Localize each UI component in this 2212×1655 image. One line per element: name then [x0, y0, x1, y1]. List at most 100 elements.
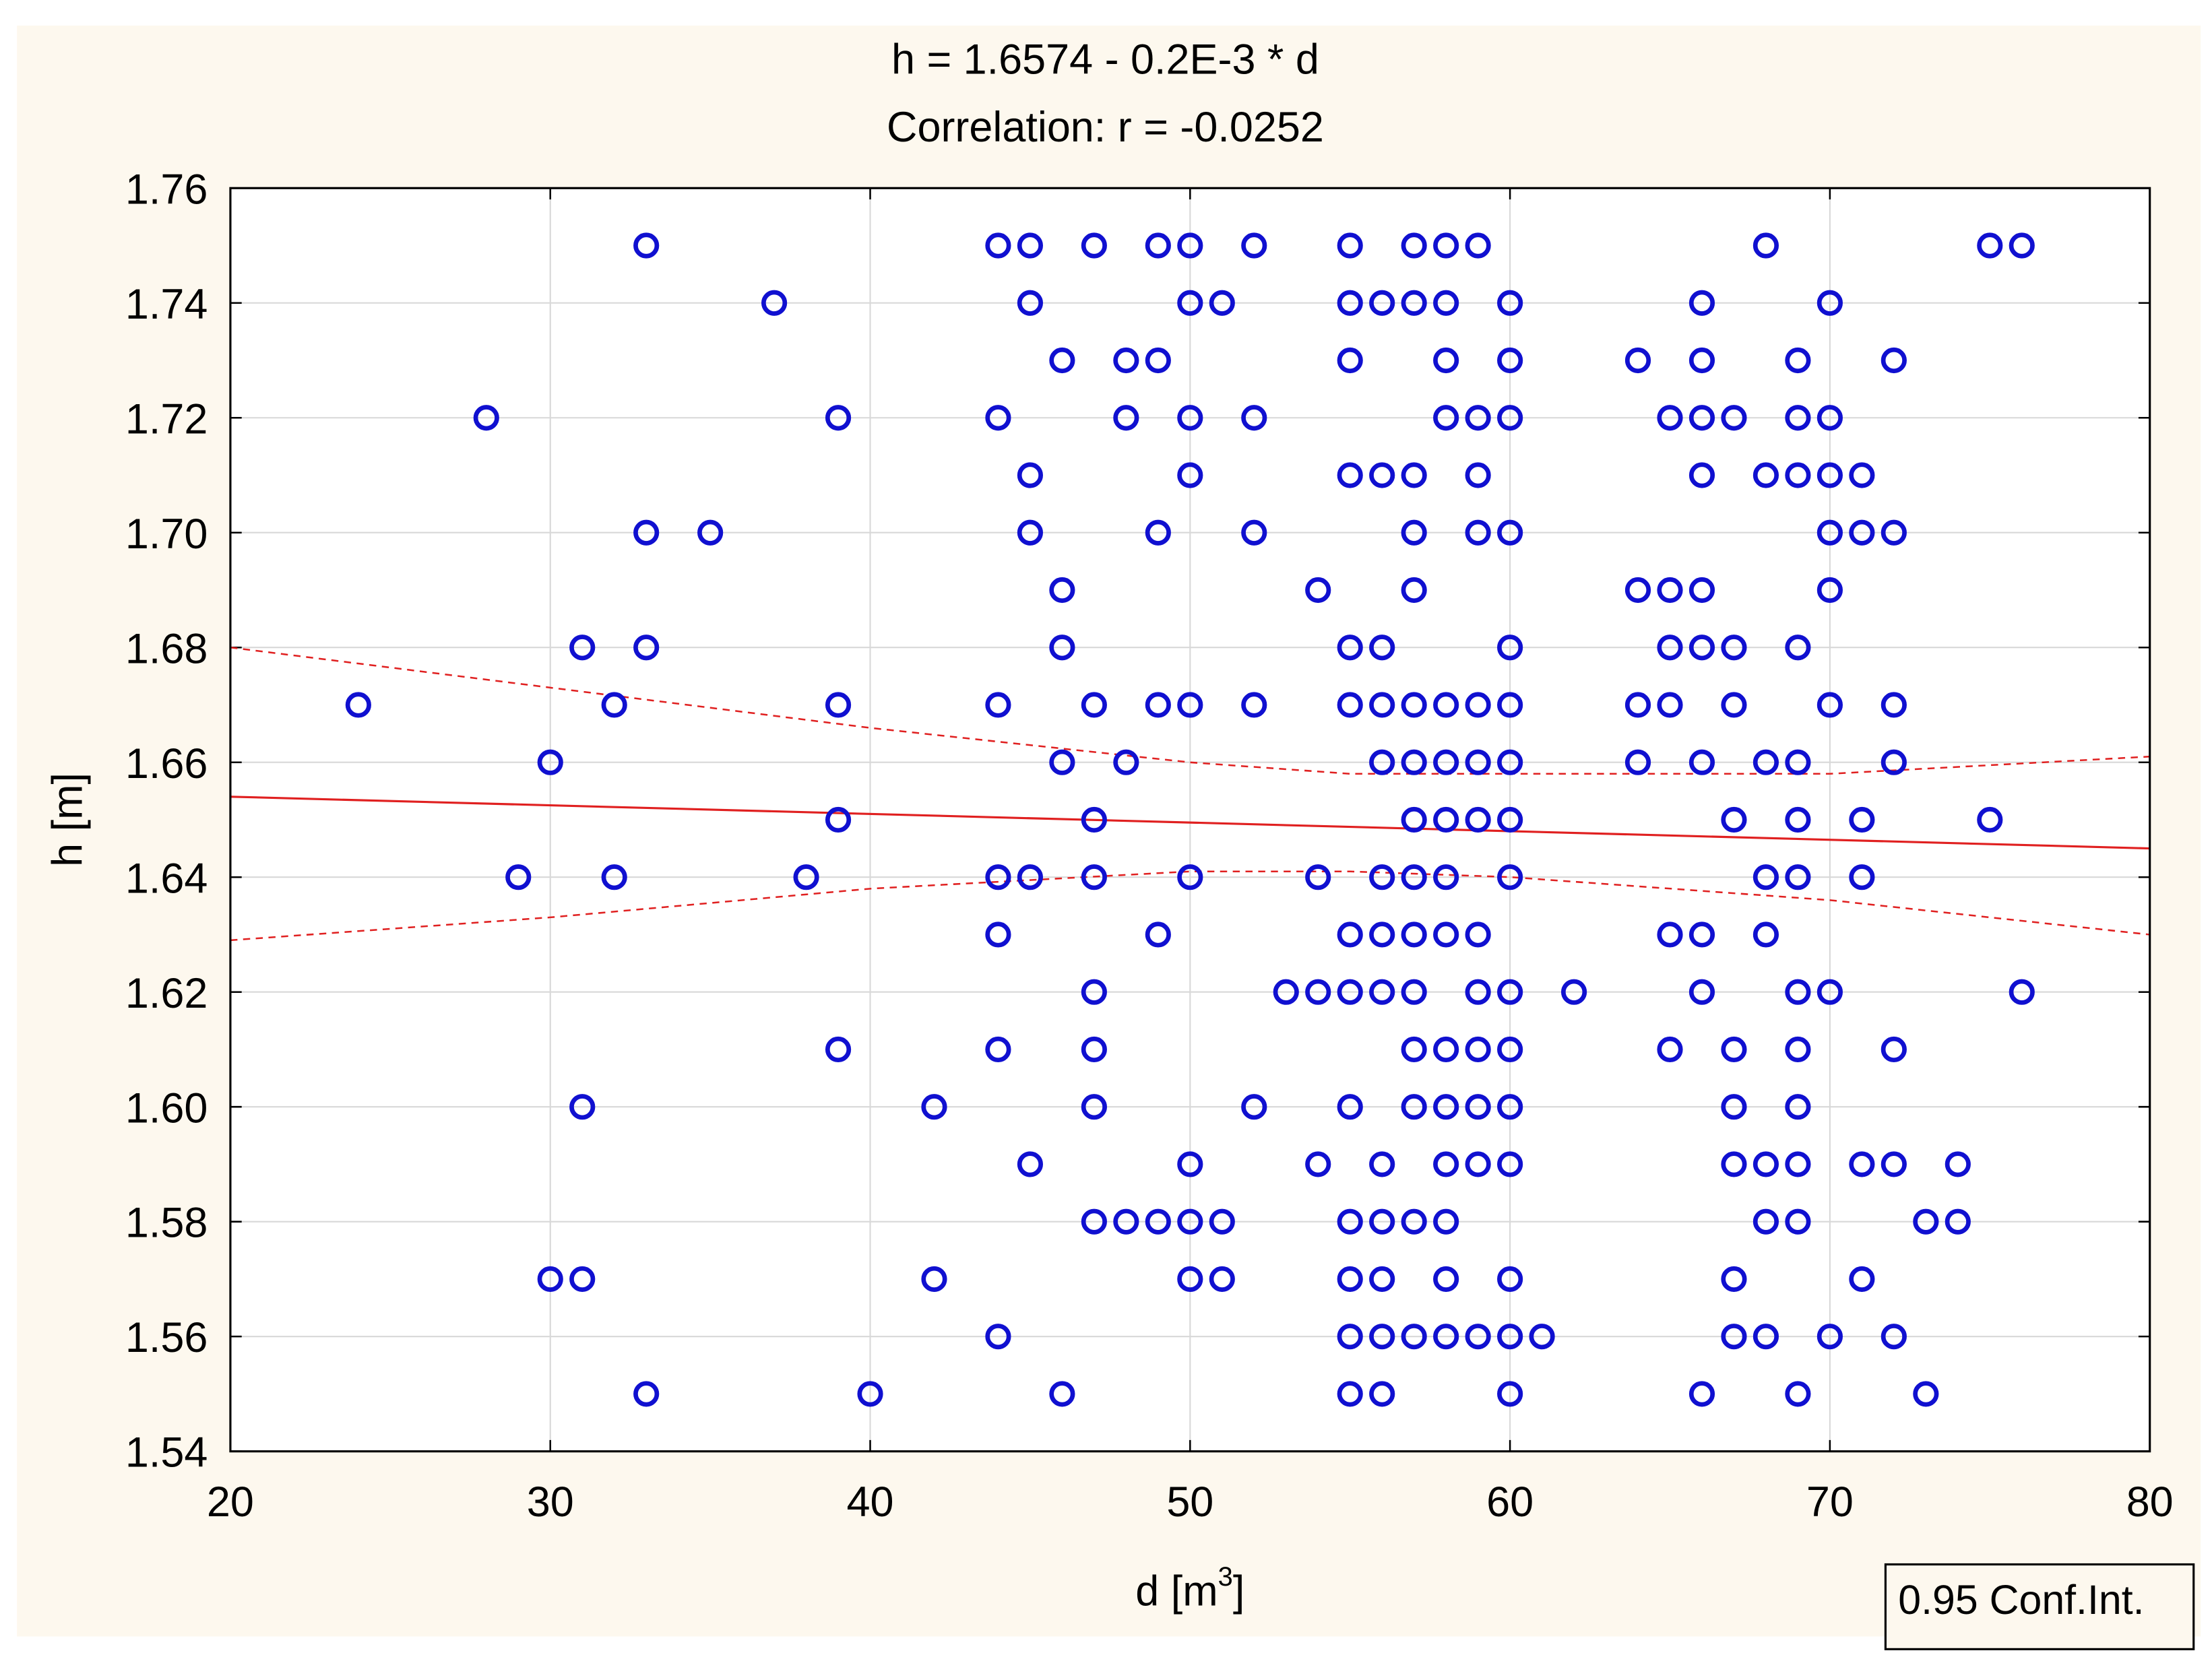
data-point — [793, 864, 819, 890]
y-tick-label: 1.72 — [125, 395, 208, 443]
data-point — [1785, 979, 1811, 1005]
data-point — [1369, 1266, 1395, 1293]
data-point — [1433, 1094, 1459, 1120]
data-point — [1752, 462, 1779, 488]
data-point — [1145, 692, 1171, 718]
data-point — [1785, 1208, 1811, 1235]
data-point — [1945, 1208, 1971, 1235]
data-point — [1497, 290, 1523, 316]
data-point — [473, 405, 499, 431]
data-point — [1401, 519, 1427, 546]
data-point — [697, 519, 724, 546]
data-point — [1401, 921, 1427, 948]
data-point — [1721, 692, 1747, 718]
plot-frame — [229, 187, 2151, 1453]
data-point — [1816, 979, 1843, 1005]
data-point — [1433, 1151, 1459, 1177]
data-point — [1337, 1208, 1363, 1235]
data-point — [1401, 806, 1427, 833]
data-point — [1465, 462, 1491, 488]
data-point — [1369, 1151, 1395, 1177]
data-point — [1177, 290, 1203, 316]
data-point — [1145, 1208, 1171, 1235]
data-point — [1337, 290, 1363, 316]
data-point — [1177, 692, 1203, 718]
data-point — [1560, 979, 1587, 1005]
x-tick-label: 60 — [1486, 1479, 1534, 1526]
data-point — [1049, 347, 1075, 374]
data-point — [1816, 577, 1843, 604]
data-point — [1721, 1324, 1747, 1350]
data-point — [1497, 1266, 1523, 1293]
data-point — [1721, 405, 1747, 431]
data-point — [1401, 232, 1427, 259]
data-point — [633, 1381, 660, 1407]
data-point — [1145, 347, 1171, 374]
data-point — [1785, 864, 1811, 890]
data-point — [1433, 1208, 1459, 1235]
data-point — [1209, 290, 1235, 316]
x-axis-label-end: ] — [1233, 1567, 1244, 1615]
data-point — [1241, 519, 1267, 546]
data-point — [2009, 232, 2035, 259]
data-point — [1177, 232, 1203, 259]
data-point — [1241, 1094, 1267, 1120]
data-point — [1881, 347, 1907, 374]
data-point — [1688, 921, 1715, 948]
data-point — [1688, 577, 1715, 604]
y-axis-label: h [m] — [44, 773, 92, 867]
data-point — [1816, 519, 1843, 546]
data-point — [1497, 1036, 1523, 1063]
data-point — [1401, 462, 1427, 488]
data-point — [1752, 921, 1779, 948]
data-point — [1401, 979, 1427, 1005]
data-point — [1785, 1094, 1811, 1120]
data-point — [1369, 290, 1395, 316]
data-point — [1177, 462, 1203, 488]
data-point — [1849, 1151, 1875, 1177]
data-point — [1497, 1094, 1523, 1120]
data-point — [1337, 1381, 1363, 1407]
data-point — [1497, 347, 1523, 374]
data-point — [1049, 749, 1075, 775]
fit-lines — [230, 646, 2150, 942]
chart-subtitle: Correlation: r = -0.0252 — [887, 104, 1324, 151]
x-tick-label: 40 — [847, 1479, 894, 1526]
data-point — [1785, 347, 1811, 374]
data-point — [537, 1266, 563, 1293]
data-point — [1369, 462, 1395, 488]
data-point — [1849, 806, 1875, 833]
data-point — [1049, 635, 1075, 661]
data-point — [1688, 462, 1715, 488]
data-point — [1816, 405, 1843, 431]
data-point — [1241, 232, 1267, 259]
data-point — [1688, 1381, 1715, 1407]
data-point — [1657, 1036, 1683, 1063]
data-point — [1785, 1151, 1811, 1177]
data-point — [985, 232, 1011, 259]
data-point — [1433, 347, 1459, 374]
data-point — [1017, 462, 1044, 488]
data-point — [1977, 806, 2003, 833]
ci-upper-line — [230, 646, 2150, 775]
data-point — [1209, 1266, 1235, 1293]
data-point — [1881, 519, 1907, 546]
data-point — [1337, 347, 1363, 374]
x-tick-label: 50 — [1166, 1479, 1213, 1526]
data-point — [1497, 692, 1523, 718]
data-point — [2009, 979, 2035, 1005]
data-point — [1081, 1036, 1107, 1063]
data-point — [1785, 806, 1811, 833]
data-point — [1497, 405, 1523, 431]
data-point — [1849, 1266, 1875, 1293]
data-point — [1049, 577, 1075, 604]
data-point — [1369, 1381, 1395, 1407]
data-point — [1913, 1381, 1939, 1407]
data-point — [1688, 635, 1715, 661]
y-tick-label: 1.68 — [125, 625, 208, 672]
data-point — [569, 1266, 596, 1293]
y-tick-label: 1.70 — [125, 511, 208, 558]
data-point — [1017, 864, 1044, 890]
data-point — [1401, 749, 1427, 775]
data-point — [1657, 692, 1683, 718]
